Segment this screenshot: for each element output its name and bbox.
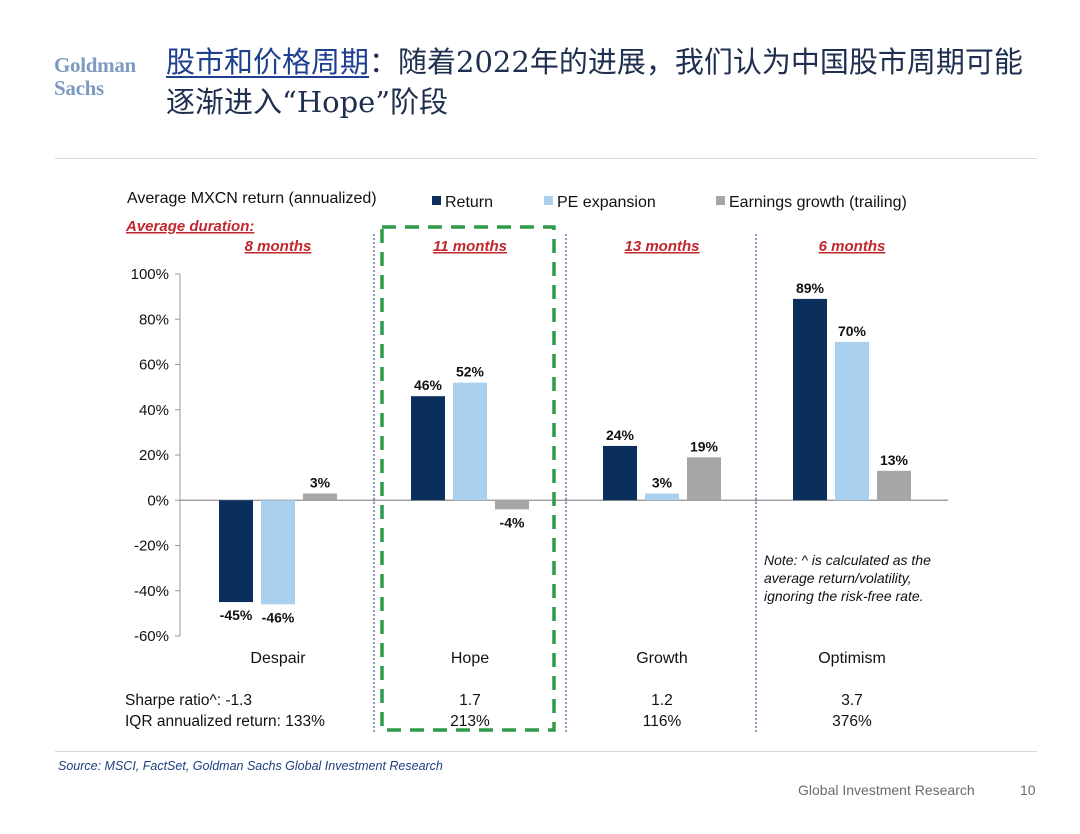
bar-despair-pe — [261, 500, 295, 605]
y-tick-label: -20% — [134, 538, 169, 555]
bar-hope-earnings — [495, 500, 529, 510]
sharpe-note: Note: ^ is calculated as the average ret… — [764, 552, 931, 604]
data-label-growth-pe: 3% — [652, 474, 673, 490]
page-number: 10 — [1020, 782, 1036, 798]
bar-despair-return — [219, 500, 253, 603]
sharpe-ratio-despair: Sharpe ratio^: -1.3 — [125, 692, 253, 709]
stats-column-growth: 1.2 116% — [602, 690, 722, 732]
legend-label-1: Return — [445, 194, 493, 211]
legend-swatch-1 — [432, 196, 441, 205]
data-label-growth-return: 24% — [606, 427, 635, 443]
iqr-return-value: 376% — [832, 713, 872, 730]
data-label-hope-pe: 52% — [456, 364, 485, 380]
bottom-divider — [55, 751, 1037, 752]
category-label-optimism: Optimism — [818, 650, 886, 667]
sharpe-ratio-value: 3.7 — [841, 692, 863, 709]
bar-growth-return — [603, 445, 637, 501]
y-tick-label: -40% — [134, 583, 169, 600]
y-tick-label: 80% — [139, 311, 169, 328]
title-colon: ： — [369, 45, 399, 79]
source-note: Source: MSCI, FactSet, Goldman Sachs Glo… — [58, 759, 443, 773]
iqr-return-value: 213% — [450, 713, 490, 730]
y-tick-label: 100% — [131, 266, 169, 283]
category-label-hope: Hope — [451, 650, 489, 667]
bar-optimism-earnings — [877, 470, 911, 501]
data-label-optimism-return: 89% — [796, 280, 825, 296]
sharpe-ratio-value: 1.7 — [459, 692, 481, 709]
duration-despair: 8 months — [245, 238, 312, 255]
goldman-sachs-logo: Goldman Sachs — [54, 54, 150, 100]
logo-line-1: Goldman — [54, 53, 136, 77]
y-tick-label: 20% — [139, 447, 169, 464]
logo-line-2: Sachs — [54, 76, 104, 100]
data-label-growth-earnings: 19% — [690, 438, 719, 454]
bar-hope-pe — [453, 382, 487, 501]
page-title: 股市和价格周期：随着2022年的进展，我们认为中国股市周期可能逐渐进入“Hope… — [166, 42, 1046, 122]
duration-optimism: 6 months — [819, 238, 886, 255]
bar-growth-pe — [645, 493, 679, 501]
data-label-optimism-earnings: 13% — [880, 452, 909, 468]
average-duration-label: Average duration: — [125, 218, 254, 235]
bar-optimism-pe — [835, 341, 869, 501]
top-divider — [55, 158, 1037, 159]
sharpe-ratio-value: 1.2 — [651, 692, 673, 709]
category-label-growth: Growth — [636, 650, 688, 667]
bar-hope-return — [411, 396, 445, 501]
y-tick-label: 40% — [139, 402, 169, 419]
data-label-optimism-pe: 70% — [838, 323, 867, 339]
y-tick-label: -60% — [134, 628, 169, 645]
bar-growth-earnings — [687, 457, 721, 501]
stats-column-optimism: 3.7 376% — [792, 690, 912, 732]
data-label-despair-pe: -46% — [262, 609, 295, 625]
y-tick-label: 60% — [139, 357, 169, 374]
chart-title: Average MXCN return (annualized) — [127, 190, 377, 207]
legend-label-3: Earnings growth (trailing) — [729, 194, 907, 211]
y-tick-label: 0% — [147, 492, 169, 509]
bar-optimism-return — [793, 298, 827, 501]
legend-swatch-3 — [716, 196, 725, 205]
duration-hope: 11 months — [433, 238, 507, 255]
legend-swatch-2 — [544, 196, 553, 205]
data-label-hope-earnings: -4% — [500, 514, 525, 530]
iqr-return-value: 116% — [642, 713, 682, 730]
footer-text: Global Investment Research — [798, 782, 975, 798]
data-label-despair-earnings: 3% — [310, 474, 331, 490]
data-label-despair-return: -45% — [220, 607, 253, 623]
hope-highlight-box — [380, 225, 556, 732]
iqr-return-despair: IQR annualized return: 133% — [125, 713, 325, 730]
title-rest: 随着2022年的进展，我们认为中国股市周期可能逐渐进入“Hope”阶段 — [166, 45, 1023, 119]
stats-column-hope: 1.7 213% — [410, 690, 530, 732]
category-label-despair: Despair — [250, 650, 306, 667]
title-highlight: 股市和价格周期 — [166, 45, 370, 79]
stats-labels: Sharpe ratio^: -1.3 IQR annualized retur… — [125, 690, 325, 732]
bar-despair-earnings — [303, 493, 337, 501]
duration-growth: 13 months — [624, 238, 699, 255]
data-label-hope-return: 46% — [414, 377, 443, 393]
legend-label-2: PE expansion — [557, 194, 656, 211]
